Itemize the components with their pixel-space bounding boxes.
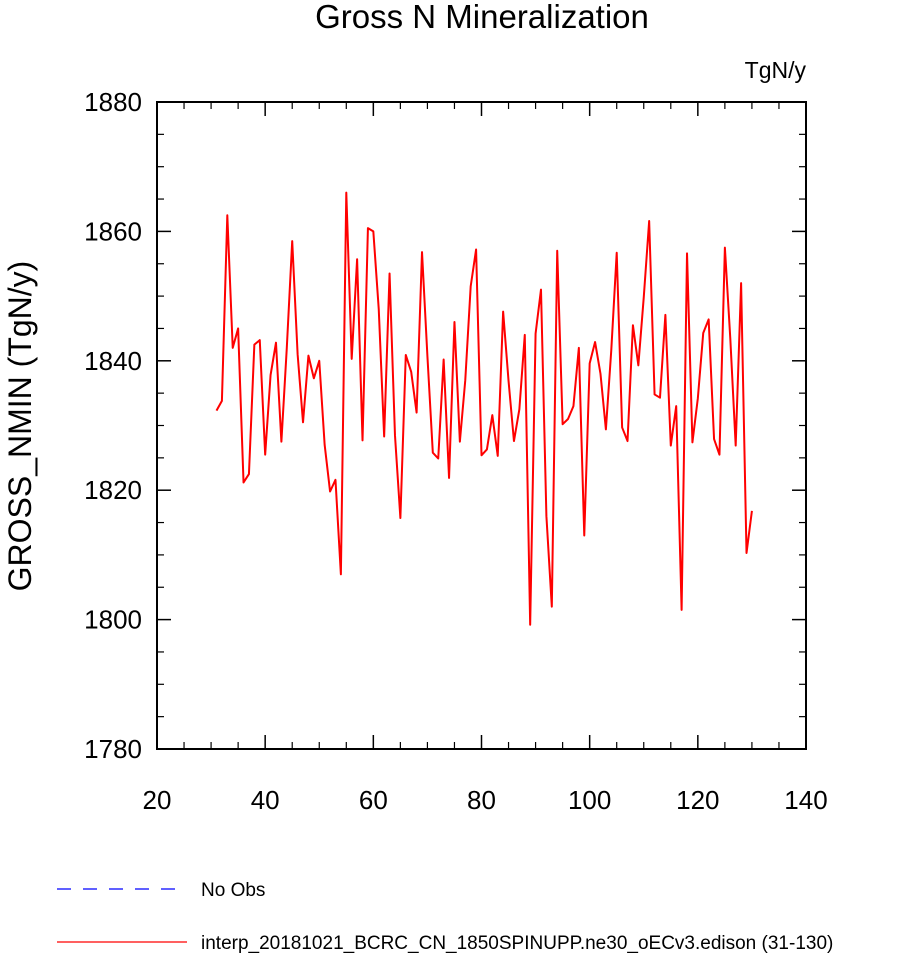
axis-ticks (156, 101, 807, 750)
x-tick-label: 100 (568, 785, 611, 815)
x-tick-label: 140 (784, 785, 827, 815)
axis-tick-labels: 20 40 60 80 100 120 140 1780 1800 1820 1840 1860 188… (84, 87, 828, 815)
y-tick-label: 1840 (84, 346, 142, 376)
y-tick-label: 1820 (84, 475, 142, 505)
legend-label-no-obs: No Obs (201, 880, 265, 901)
y-tick-label: 1860 (84, 216, 142, 246)
units-label: TgN/y (745, 57, 807, 83)
series-line-0 (215, 191, 753, 626)
y-tick-label: 1780 (84, 734, 142, 764)
x-tick-label: 120 (676, 785, 719, 815)
x-tick-label: 20 (143, 785, 172, 815)
x-tick-label: 80 (467, 785, 496, 815)
series-group (215, 191, 753, 626)
legend: No Obs interp_20181021_BCRC_CN_1850SPINU… (57, 880, 833, 954)
y-tick-label: 1880 (84, 87, 142, 117)
x-tick-label: 40 (251, 785, 280, 815)
y-tick-label: 1800 (84, 605, 142, 635)
chart-title: Gross N Mineralization (315, 0, 649, 35)
x-tick-label: 60 (359, 785, 388, 815)
legend-label-model: interp_20181021_BCRC_CN_1850SPINUPP.ne30… (201, 933, 833, 954)
y-axis-label: GROSS_NMIN (TgN/y) (2, 261, 38, 592)
